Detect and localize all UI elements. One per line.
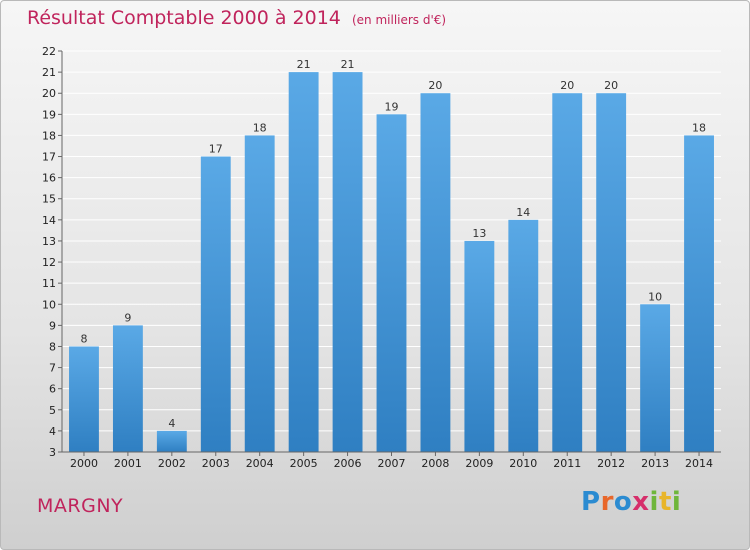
x-tick-label-2003: 2003 [202,457,230,470]
x-tick-label-2010: 2010 [509,457,537,470]
x-tick-label-2007: 2007 [378,457,406,470]
data-label-2000: 8 [80,332,87,345]
bar-2014 [684,135,714,452]
data-label-2006: 21 [341,58,355,71]
y-tick-label: 13 [42,235,56,248]
y-tick-label: 15 [42,193,56,206]
data-label-2011: 20 [560,79,574,92]
data-labels: 8 9 4 17 18 21 21 19 20 13 14 20 20 10 18 [80,58,706,430]
bar-2002 [156,430,187,452]
proxiti-logo: Proxiti [581,487,681,517]
y-tick-label: 6 [49,383,56,396]
bar-2011 [552,93,583,453]
x-tick-label-2005: 2005 [290,457,318,470]
y-tick-label: 5 [49,404,56,417]
data-label-2001: 9 [124,311,131,324]
data-label-2005: 21 [297,58,311,71]
y-tick-label: 4 [49,425,56,438]
commune-name: MARGNY [37,495,124,517]
x-tick-label-2009: 2009 [465,457,493,470]
x-tick-label-2014: 2014 [685,457,713,470]
data-label-2008: 20 [428,79,442,92]
y-tick-label: 21 [42,66,56,79]
data-label-2014: 18 [692,121,706,134]
y-tick-label: 22 [42,45,56,58]
x-tick-label-2012: 2012 [597,457,625,470]
y-tick-label: 16 [42,172,56,185]
y-tick-label: 12 [42,256,56,269]
x-tick-label-2000: 2000 [70,457,98,470]
x-tick-label-2004: 2004 [246,457,274,470]
data-label-2012: 20 [604,79,618,92]
bar-2005 [288,72,319,453]
logo-letter: o [613,487,633,517]
y-tick-label: 3 [49,446,56,459]
logo-letter: t [658,487,672,517]
data-label-2013: 10 [648,290,662,303]
bar-2010 [508,219,539,452]
chart-title-unit: (en milliers d'€) [351,13,447,27]
x-tick-label-2002: 2002 [158,457,186,470]
x-tick-label-2001: 2001 [114,457,142,470]
y-tick-label: 19 [42,108,56,121]
bar-2001 [112,325,143,452]
bar-2006 [332,72,363,453]
y-tick-label: 20 [42,87,56,100]
bars [69,72,714,453]
bar-2003 [200,156,231,453]
bar-2013 [640,304,671,452]
bar-2012 [596,93,627,453]
chart-title-main: Résultat Comptable 2000 à 2014 [27,7,341,29]
bar-2004 [244,135,275,452]
y-tick-label: 17 [42,151,56,164]
x-tick-label-2006: 2006 [334,457,362,470]
y-tick-label: 10 [42,298,56,311]
y-tick-label: 7 [49,362,56,375]
x-tick-label-2008: 2008 [421,457,449,470]
x-tick-label-2011: 2011 [553,457,581,470]
logo-letter: i [649,487,659,517]
x-tick-label-2013: 2013 [641,457,669,470]
data-label-2007: 19 [385,100,399,113]
y-tick-label: 11 [42,277,56,290]
logo-letter: P [581,487,601,517]
y-tick-label: 14 [42,214,56,227]
data-label-2009: 13 [472,227,486,240]
bar-2008 [420,93,451,453]
y-tick-label: 9 [49,319,56,332]
data-label-2010: 14 [516,206,530,219]
y-axis: 3 4 5 6 7 8 9 10 11 12 13 14 15 16 17 18 19 20 21 22 [42,45,63,459]
data-label-2003: 17 [209,143,223,156]
bar-2007 [376,114,407,452]
logo-letter: r [600,487,614,517]
bar-2000 [69,346,99,452]
data-label-2004: 18 [253,121,267,134]
logo-letter: x [632,487,650,517]
chart-title: Résultat Comptable 2000 à 2014 (en milli… [27,7,446,29]
y-tick-label: 8 [49,340,56,353]
x-axis: 2000 2001 2002 2003 2004 2005 2006 2007 2008 2009… [62,451,721,470]
y-tick-label: 18 [42,129,56,142]
data-label-2002: 4 [168,417,175,430]
bar-2009 [464,240,495,452]
logo-letter: i [671,487,682,517]
